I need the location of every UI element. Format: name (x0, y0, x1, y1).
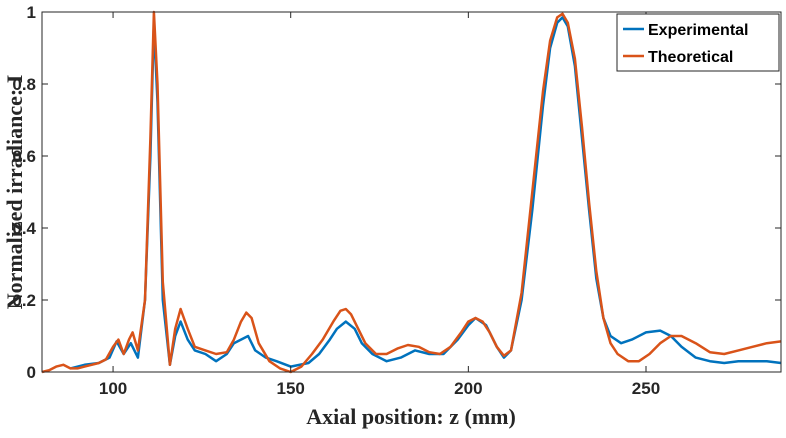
y-tick-label: 0.4 (12, 219, 36, 238)
y-tick-label: 0.6 (12, 147, 36, 166)
plot-frame (41, 11, 782, 373)
series-line-theoretical (41, 10, 782, 374)
series-layer (41, 10, 782, 374)
x-tick-label: 200 (454, 379, 482, 398)
y-axis-ticks: 0 0.2 0.4 0.6 0.8 1 (12, 3, 781, 382)
legend-box (616, 13, 780, 72)
y-tick-label: 0.2 (12, 291, 36, 310)
x-tick-label: 250 (632, 379, 660, 398)
x-axis-ticks: 100 150 200 250 (99, 12, 660, 398)
y-tick-label: 0.8 (12, 75, 36, 94)
x-axis-title: Axial position: z (mm) (306, 404, 516, 429)
x-tick-label: 100 (99, 379, 127, 398)
y-axis-title: Normalized irradiance: I (2, 75, 27, 310)
legend-label-theoretical: Theoretical (648, 49, 733, 66)
series-line-experimental (70, 16, 782, 370)
x-tick-label: 150 (277, 379, 305, 398)
y-tick-label: 0 (27, 363, 36, 382)
legend: Experimental Theoretical (616, 13, 780, 72)
legend-label-experimental: Experimental (648, 22, 748, 39)
y-tick-label: 1 (27, 3, 36, 22)
